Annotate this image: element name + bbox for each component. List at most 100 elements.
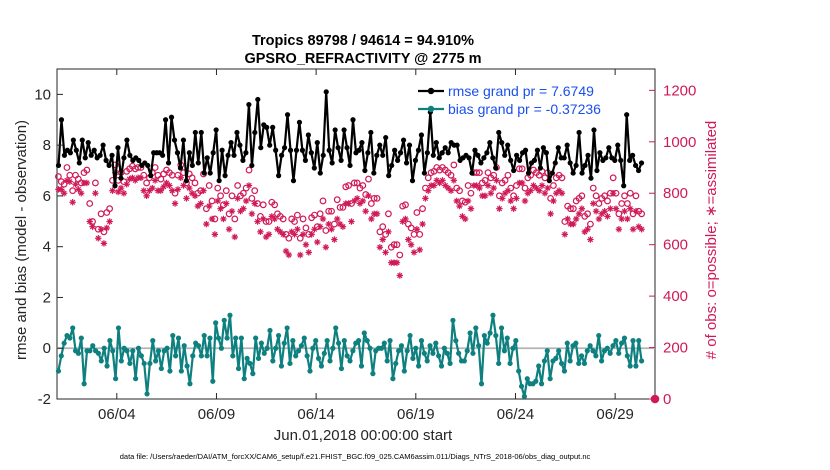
rmse-point [270, 124, 276, 130]
asterisk-stroke [252, 200, 258, 207]
asterisk-stroke [283, 248, 289, 254]
asterisk-stroke [89, 224, 96, 230]
bias-point [516, 368, 522, 374]
asterisk-stroke [385, 229, 392, 235]
obs-assimilated-point [484, 182, 492, 189]
asterisk-stroke [636, 224, 642, 230]
bias-point [576, 360, 582, 367]
obs-assimilated-point [447, 187, 455, 194]
bias-point [227, 312, 233, 318]
obs-possible-point [143, 179, 151, 187]
asterisk-stroke [508, 198, 514, 204]
rmse-point [493, 165, 499, 171]
rmse-point [61, 152, 68, 158]
obs-assimilated-point [279, 231, 287, 238]
rmse-point [293, 147, 300, 153]
obs-possible-point [626, 189, 634, 197]
obs-possible-point [618, 200, 626, 207]
asterisk-stroke [348, 218, 355, 225]
asterisk-stroke [519, 180, 525, 186]
obs-assimilated-point [205, 202, 213, 210]
obs-possible-point [222, 187, 230, 195]
obs-assimilated-point [362, 208, 369, 215]
obs-assimilated-point [302, 241, 310, 248]
rmse-point [115, 145, 121, 151]
rmse-point [395, 157, 401, 163]
obs-assimilated-point [339, 223, 347, 230]
asterisk-stroke [75, 186, 82, 193]
obs-assimilated-point [214, 197, 221, 205]
obs-possible-point [296, 234, 304, 242]
bias-point [138, 353, 144, 359]
obs-assimilated-point [197, 200, 204, 207]
obs-possible-point [86, 200, 94, 207]
bias-point [410, 355, 416, 361]
obs-assimilated-point [291, 231, 298, 238]
asterisk-stroke [69, 199, 76, 205]
bias-point [467, 330, 473, 336]
obs-assimilated-point [95, 235, 102, 242]
asterisk-stroke [320, 216, 326, 222]
obs-possible-point [299, 215, 307, 223]
asterisk-stroke [129, 175, 136, 181]
obs-possible-point [336, 203, 344, 211]
bias-series-group [55, 312, 645, 400]
asterisk-stroke [300, 231, 306, 238]
obs-assimilated-point [590, 200, 597, 207]
asterisk-stroke [607, 206, 613, 212]
asterisk-stroke [422, 195, 429, 202]
bias-point [258, 340, 264, 346]
bias-point [473, 325, 479, 331]
asterisk-stroke [419, 221, 426, 227]
rmse-point [168, 114, 175, 120]
bias-point [416, 363, 422, 369]
asterisk-stroke [163, 180, 170, 186]
obs-possible-point [231, 215, 239, 223]
asterisk-stroke [158, 187, 164, 194]
obs-assimilated-point [191, 192, 199, 200]
obs-assimilated-point [294, 226, 301, 233]
rmse-point [484, 150, 490, 156]
rmse-point [433, 140, 439, 146]
bias-point [315, 355, 322, 361]
rmse-point [308, 150, 314, 156]
obs-possible-point [390, 241, 398, 249]
rmse-point [341, 127, 347, 133]
obs-possible-point [285, 234, 293, 242]
rmse-point [546, 178, 552, 184]
asterisk-stroke [587, 236, 594, 243]
asterisk-stroke [138, 175, 144, 181]
asterisk-stroke [203, 221, 210, 227]
rmse-point [329, 160, 335, 166]
rmse-point [365, 150, 371, 156]
bias-point [198, 353, 204, 359]
asterisk-stroke [337, 221, 343, 227]
rmse-point [627, 157, 633, 163]
obs-assimilated-point [365, 192, 372, 200]
bias-point [430, 350, 436, 356]
obs-possible-point [416, 230, 424, 238]
bias-point [90, 343, 96, 349]
asterisk-stroke [377, 244, 383, 250]
bias-point [104, 363, 110, 369]
obs-possible-point [205, 182, 213, 189]
obs-possible-point [239, 189, 247, 197]
rmse-point [249, 162, 255, 169]
asterisk-stroke [95, 235, 101, 241]
obs-assimilated-point [223, 200, 230, 207]
obs-assimilated-point [624, 215, 631, 223]
obs-assimilated-point [450, 177, 458, 184]
obs-assimilated-point [151, 177, 159, 184]
bias-point [215, 335, 222, 341]
bias-point [618, 340, 625, 346]
obs-assimilated-point [75, 186, 82, 193]
obs-assimilated-point [257, 228, 264, 236]
bias-point [610, 343, 616, 349]
rmse-point [85, 140, 91, 146]
asterisk-stroke [451, 177, 457, 184]
bias-point [578, 353, 585, 359]
asterisk-stroke [166, 182, 173, 189]
obs-possible-point [72, 171, 79, 179]
rmse-point [284, 112, 291, 118]
bias-point [218, 345, 224, 351]
